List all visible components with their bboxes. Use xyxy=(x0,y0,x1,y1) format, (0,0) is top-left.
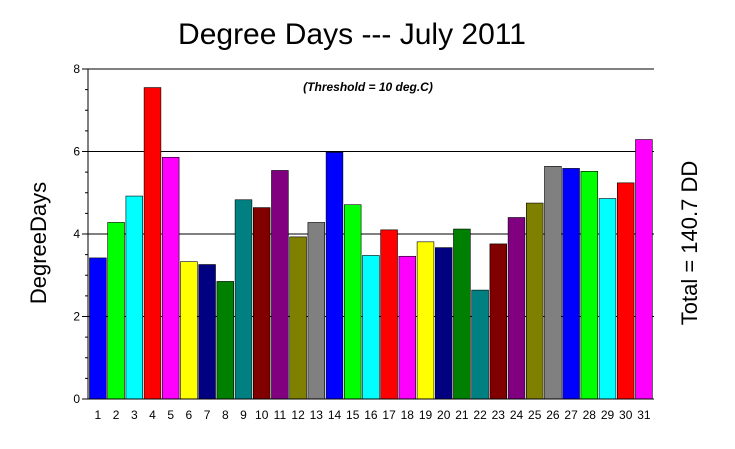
bar xyxy=(525,202,544,400)
bar xyxy=(434,247,453,400)
bar xyxy=(562,168,580,400)
bar xyxy=(307,222,325,400)
x-tick-label: 9 xyxy=(240,408,247,422)
x-tick-label: 6 xyxy=(186,408,193,422)
x-tick-label: 26 xyxy=(546,408,560,422)
bar xyxy=(234,199,253,400)
x-tick-label: 5 xyxy=(167,408,174,422)
y-axis-ticks: 0 2 4 6 8 xyxy=(73,62,88,406)
chart-subtitle: (Threshold = 10 deg.C) xyxy=(303,80,433,94)
total-label: Total = 140.7 DD xyxy=(677,161,702,325)
bar xyxy=(271,170,289,400)
bar xyxy=(635,139,653,400)
bar xyxy=(325,152,344,400)
bar xyxy=(180,261,198,400)
x-tick-label: 8 xyxy=(222,408,229,422)
bar xyxy=(89,257,107,400)
bar xyxy=(198,264,216,400)
x-tick-label: 11 xyxy=(274,408,287,422)
bar xyxy=(162,156,180,400)
x-tick-label: 24 xyxy=(510,408,524,422)
x-tick-label: 4 xyxy=(149,408,156,422)
y-tick-label: 6 xyxy=(73,145,80,159)
bar xyxy=(107,222,125,400)
x-axis-ticks: 1 2 3 4 5 6 7 8 9 10 11 12 13 14 15 16 17 18 19 20 21 22 23 24 2… xyxy=(95,408,651,422)
x-tick-label: 13 xyxy=(310,408,324,422)
x-tick-label: 30 xyxy=(619,408,633,422)
bar xyxy=(544,166,562,400)
y-tick-label: 8 xyxy=(73,62,80,76)
x-tick-label: 22 xyxy=(473,408,487,422)
bars xyxy=(89,87,653,400)
x-tick-label: 1 xyxy=(95,408,102,422)
chart-title: Degree Days --- July 2011 xyxy=(178,18,526,51)
x-tick-label: 15 xyxy=(346,408,360,422)
bar xyxy=(362,255,380,400)
bar xyxy=(380,229,398,400)
bar xyxy=(507,217,526,400)
x-tick-label: 16 xyxy=(364,408,378,422)
x-tick-label: 28 xyxy=(583,408,597,422)
x-tick-label: 10 xyxy=(255,408,269,422)
bar xyxy=(580,171,599,400)
bar xyxy=(143,87,162,400)
x-tick-label: 2 xyxy=(113,408,120,422)
bar xyxy=(598,198,617,400)
bar xyxy=(343,204,362,400)
x-tick-label: 3 xyxy=(131,408,138,422)
bar xyxy=(416,241,435,400)
bar xyxy=(216,281,234,400)
x-tick-label: 20 xyxy=(437,408,451,422)
x-tick-label: 23 xyxy=(492,408,506,422)
x-tick-label: 31 xyxy=(637,408,651,422)
bar xyxy=(471,289,489,400)
x-tick-label: 17 xyxy=(382,408,396,422)
bar xyxy=(289,236,307,400)
x-tick-label: 21 xyxy=(455,408,469,422)
x-tick-label: 19 xyxy=(419,408,433,422)
bar xyxy=(489,243,507,400)
x-tick-label: 12 xyxy=(291,408,305,422)
bar xyxy=(616,182,635,400)
x-tick-label: 7 xyxy=(204,408,211,422)
bar xyxy=(125,195,144,400)
x-tick-label: 27 xyxy=(564,408,578,422)
y-tick-label: 4 xyxy=(73,227,80,241)
y-tick-label: 2 xyxy=(73,310,80,324)
x-tick-label: 29 xyxy=(601,408,615,422)
y-axis-label: DegreeDays xyxy=(26,182,51,304)
x-tick-label: 14 xyxy=(328,408,342,422)
y-tick-label: 0 xyxy=(73,392,80,406)
bar xyxy=(253,207,271,400)
bar xyxy=(453,228,471,400)
x-tick-label: 25 xyxy=(528,408,542,422)
x-tick-label: 18 xyxy=(401,408,415,422)
bar xyxy=(398,255,416,400)
